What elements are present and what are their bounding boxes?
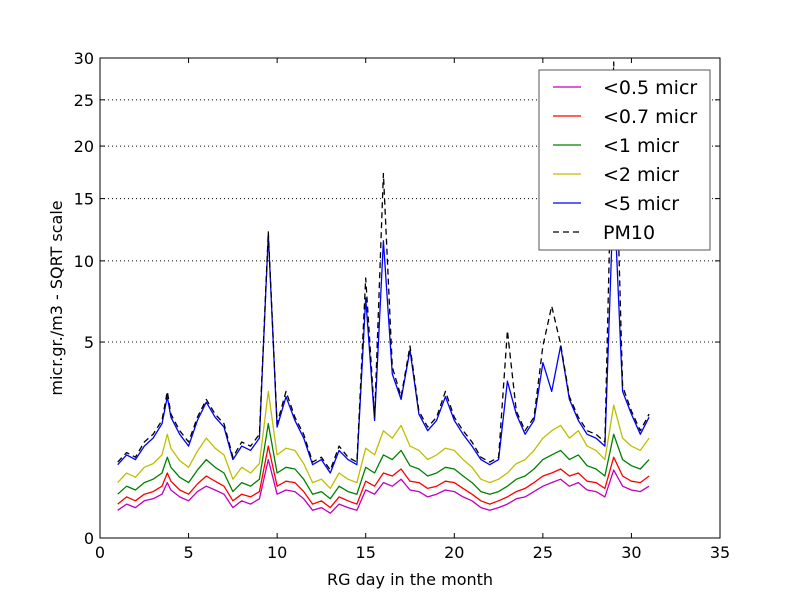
y-tick-label: 5 — [84, 333, 94, 352]
axis-ticks: 0 5 10 15 20 25 30 35 0 5 10 15 20 25 30 — [74, 49, 731, 562]
x-tick-label: 0 — [95, 543, 105, 562]
series-line — [117, 458, 650, 514]
series-line — [117, 390, 650, 490]
x-tick-label: 30 — [621, 543, 641, 562]
x-tick-label: 20 — [444, 543, 464, 562]
x-tick-label: 10 — [267, 543, 287, 562]
y-tick-label: 0 — [84, 529, 94, 548]
series-lines — [117, 61, 650, 514]
series-line — [117, 445, 650, 509]
y-axis-label: micr.gr./m3 - SQRT scale — [47, 200, 66, 395]
x-tick-label: 5 — [183, 543, 193, 562]
y-tick-label: 10 — [74, 252, 94, 271]
legend-box — [538, 69, 711, 251]
series-line — [117, 423, 650, 500]
x-tick-label: 35 — [710, 543, 730, 562]
x-tick-label: 15 — [356, 543, 376, 562]
x-tick-label: 25 — [533, 543, 553, 562]
legend-label: <2 micr — [603, 164, 679, 186]
legend-label: <1 micr — [603, 135, 679, 157]
series-line — [117, 186, 650, 474]
x-axis-label: RG day in the month — [327, 570, 493, 589]
y-tick-label: 20 — [74, 137, 94, 156]
legend-label: <0.5 micr — [603, 77, 697, 99]
y-tick-label: 30 — [74, 49, 94, 68]
legend: <0.5 micr <0.7 micr <1 micr <2 micr <5 micr P… — [538, 69, 711, 251]
plot-area-frame — [99, 57, 721, 539]
legend-label: PM10 — [603, 222, 655, 244]
legend-label: <0.7 micr — [603, 106, 697, 128]
y-tick-label: 25 — [74, 91, 94, 110]
legend-label: <5 micr — [603, 193, 679, 215]
series-line — [117, 61, 650, 471]
y-tick-label: 15 — [74, 190, 94, 209]
